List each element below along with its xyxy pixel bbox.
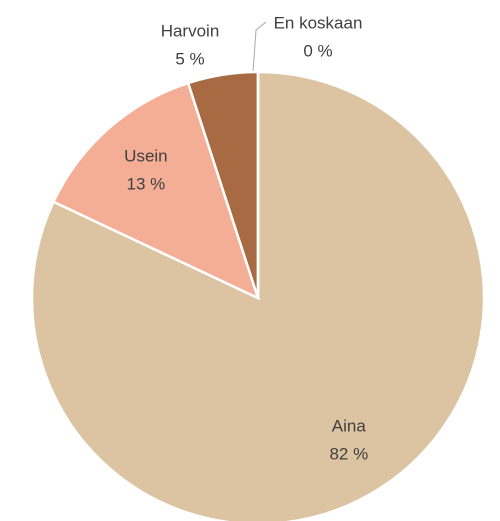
slice-category-label: Harvoin xyxy=(161,21,220,40)
slice-category-label: Usein xyxy=(124,146,167,165)
slice-value-label: 5 % xyxy=(175,49,204,68)
pie-slice xyxy=(51,81,261,301)
leader-line xyxy=(252,21,267,73)
slice-value-label: 13 % xyxy=(127,174,166,193)
slice-category-label: En koskaan xyxy=(274,13,363,32)
pie-slice xyxy=(30,70,486,521)
slice-category-label: Aina xyxy=(332,417,367,436)
slice-value-label: 0 % xyxy=(303,41,332,60)
slice-value-label: 82 % xyxy=(329,445,368,464)
